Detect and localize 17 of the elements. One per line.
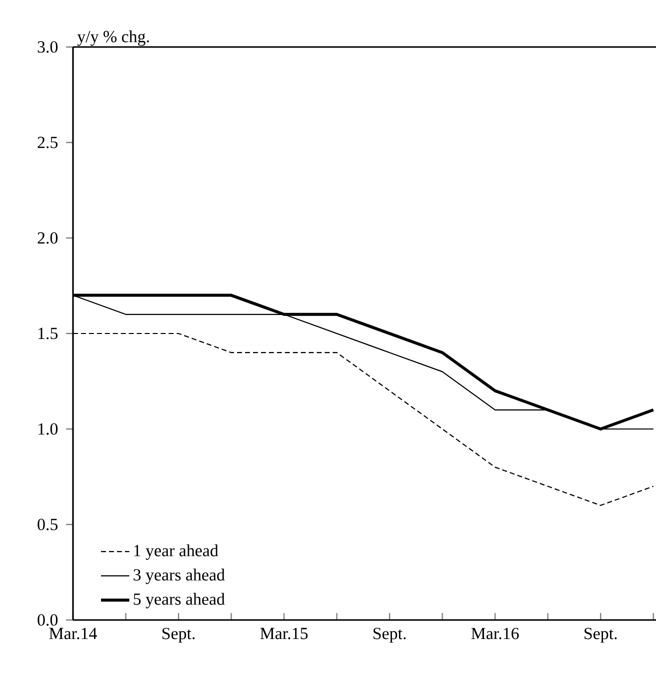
legend-label: 3 years ahead [134, 568, 225, 584]
x-tick-label: Sept. [374, 628, 406, 643]
y-tick-label: 2.0 [38, 232, 58, 244]
y-tick-label: 0.0 [38, 614, 58, 626]
y-tick-label: 1.0 [38, 423, 58, 435]
y-tick-label: 0.5 [38, 518, 58, 530]
x-tick-label: Mar.15 [260, 628, 308, 640]
y-tick-label: 3.0 [38, 41, 58, 53]
x-tick-label: Sept. [162, 628, 195, 643]
x-tick-label: Mar.14 [49, 628, 97, 640]
y-axis-title: y/y % chg. [77, 30, 149, 46]
legend-label: 1 year ahead [134, 544, 218, 560]
legend-label: 5 years ahead [134, 592, 225, 608]
y-tick-label: 2.5 [38, 136, 58, 148]
x-tick-label: Sept. [584, 628, 617, 643]
y-tick-label: 1.5 [38, 328, 58, 340]
x-tick-label: Mar.16 [471, 628, 519, 640]
